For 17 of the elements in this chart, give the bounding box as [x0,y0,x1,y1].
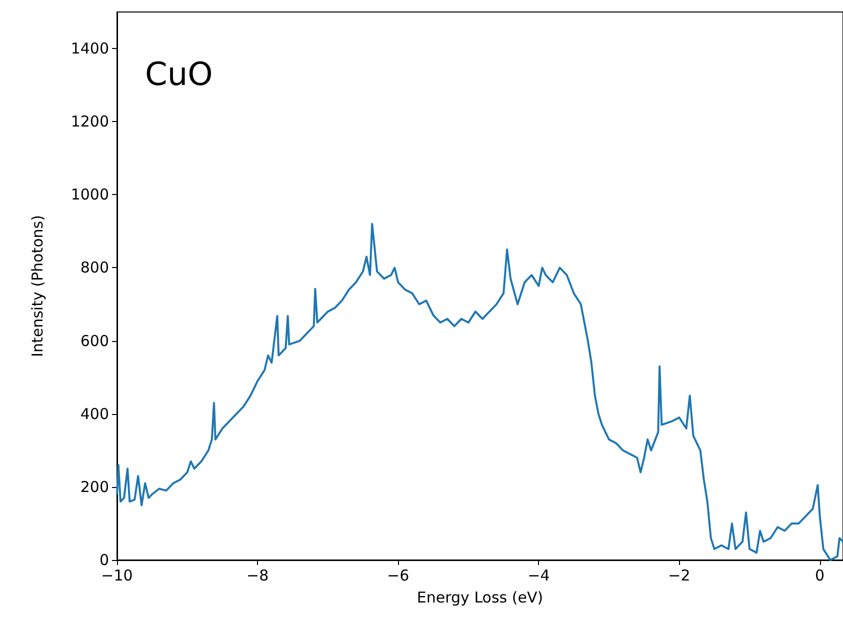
y-axis-title: Intensity (Photons) [28,215,46,357]
y-tick-label: 600 [80,332,109,350]
y-tick-label: 200 [80,478,109,496]
y-tick-label: 0 [99,551,109,569]
y-tick-label: 1000 [70,186,109,204]
x-tick-label: −4 [528,566,550,584]
x-tick-label: −8 [246,566,269,584]
y-tick-label: 1200 [70,112,109,131]
y-tick-label: 1400 [70,40,109,58]
x-tick-label: 0 [815,566,825,584]
annotation: CuO [145,55,213,93]
y-tick-label: 400 [80,404,109,423]
x-tick-label: −10 [101,566,133,584]
x-tick-label: −6 [387,566,410,584]
x-tick-label: −2 [668,566,690,584]
y-tick-label: 800 [80,258,109,277]
x-axis-title: Energy Loss (eV) [416,588,544,606]
